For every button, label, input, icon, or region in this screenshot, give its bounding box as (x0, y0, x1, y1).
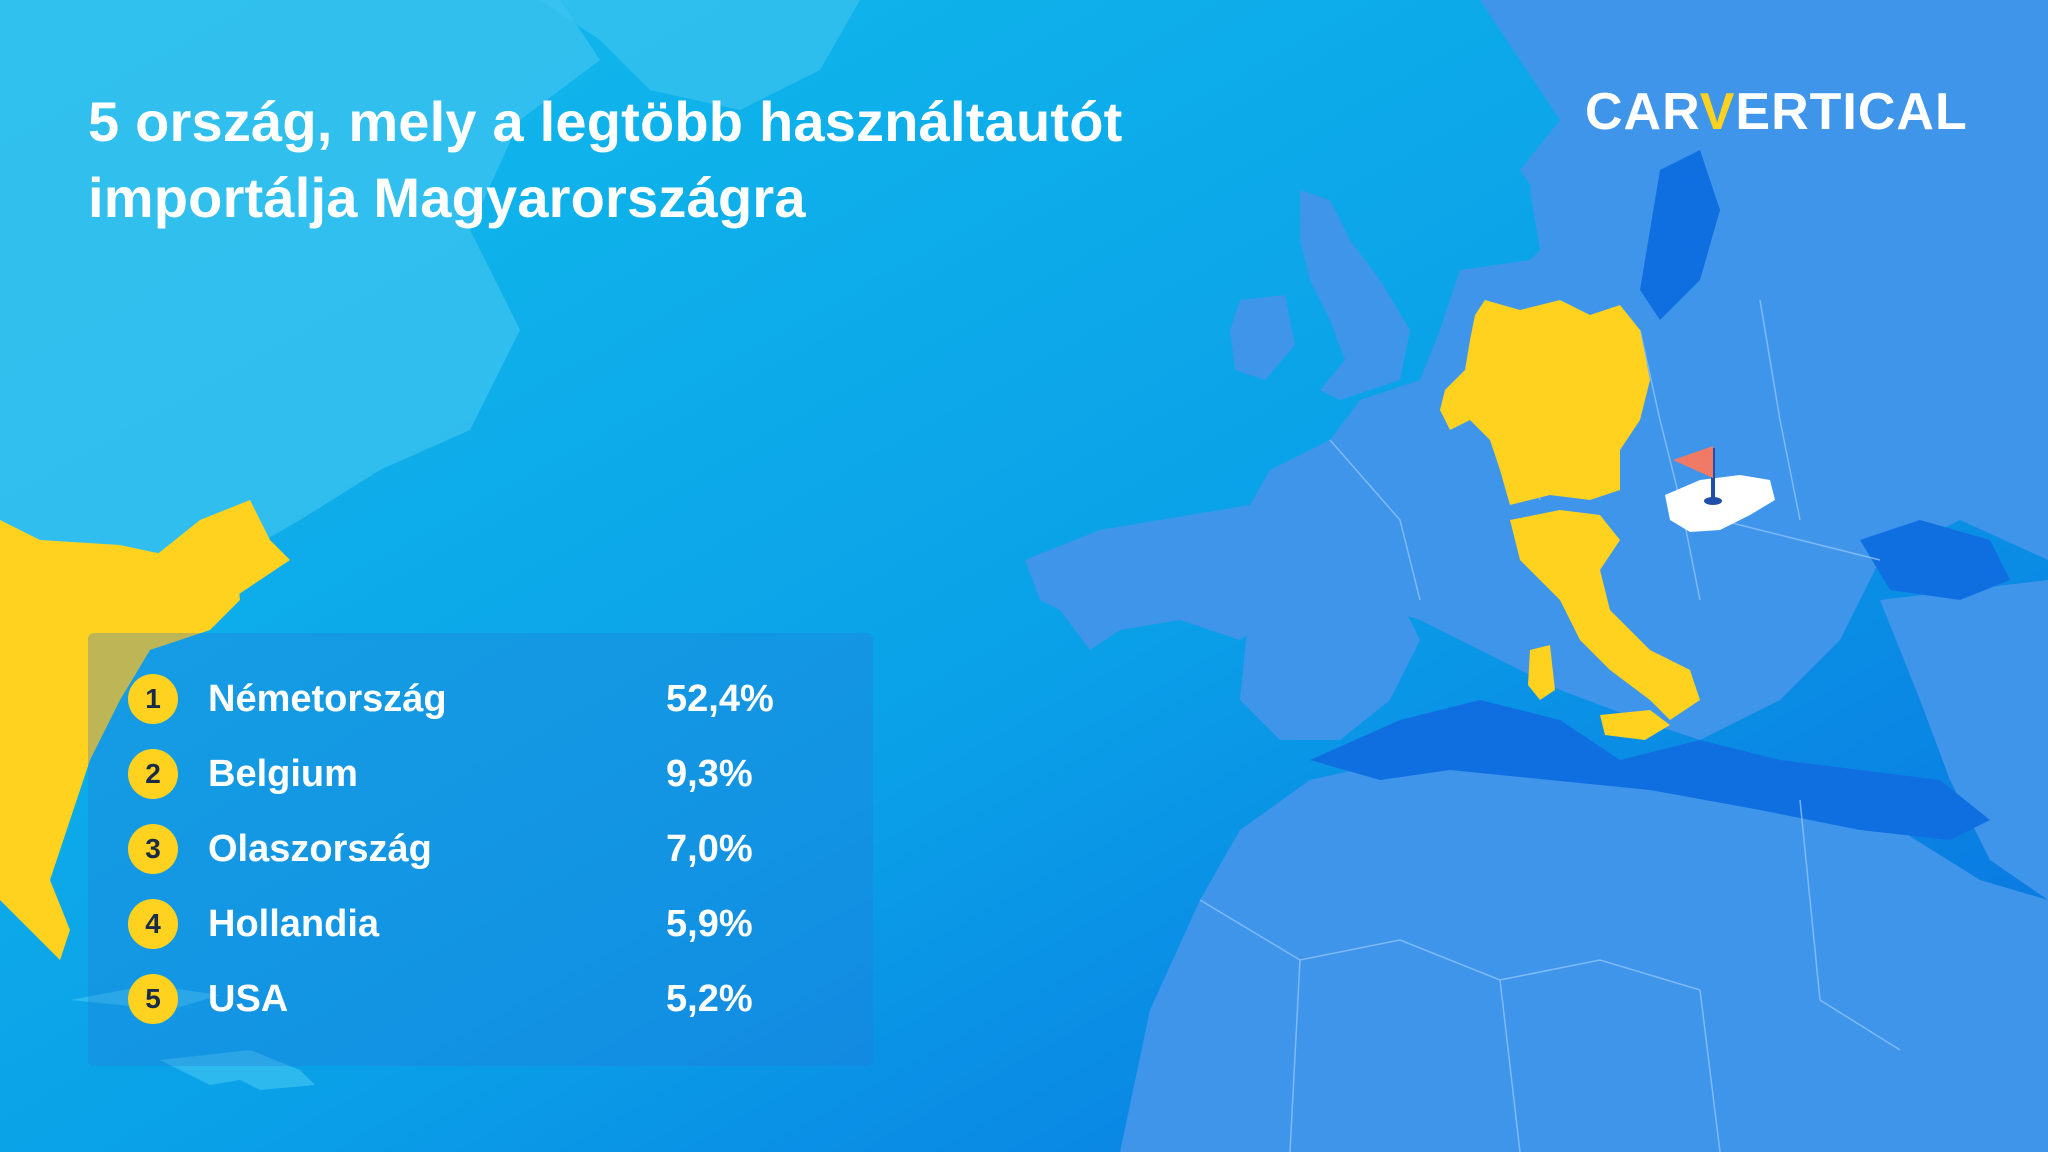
ranking-panel: 1 Németország 52,4% 2 Belgium 9,3% 3 Ola… (88, 633, 873, 1066)
flag-icon (1673, 446, 1713, 478)
country-share: 5,9% (666, 903, 753, 945)
ranking-row: 2 Belgium 9,3% (128, 744, 848, 804)
ranking-row: 3 Olaszország 7,0% (128, 819, 848, 879)
rank-badge: 4 (128, 899, 178, 949)
country-name: USA (208, 978, 289, 1020)
ireland-land (1230, 295, 1295, 380)
logo-text-car: CAR (1585, 83, 1700, 141)
page-title: 5 ország, mely a legtöbb használtautót i… (88, 84, 1388, 236)
country-name: Olaszország (208, 828, 432, 870)
title-line-1: 5 ország, mely a legtöbb használtautót (88, 90, 1123, 153)
logo-text-ertical: ERTICAL (1735, 83, 1968, 141)
ranking-row: 1 Németország 52,4% (128, 669, 848, 729)
black-sea (1860, 520, 2010, 600)
rank-badge: 3 (128, 824, 178, 874)
baltic-sea (1640, 150, 1720, 320)
country-name: Hollandia (208, 903, 380, 945)
mediterranean-sea (1310, 700, 1990, 840)
rank-badge: 5 (128, 974, 178, 1024)
ranking-row: 4 Hollandia 5,9% (128, 894, 848, 954)
rank-badge: 2 (128, 749, 178, 799)
caribbean-islands (70, 985, 315, 1090)
country-name: Németország (208, 678, 447, 720)
country-share: 7,0% (666, 828, 753, 870)
country-name: Belgium (208, 753, 358, 795)
title-line-2: importálja Magyarországra (88, 166, 806, 229)
uk-land (1300, 190, 1410, 400)
north-america-land (0, 0, 600, 640)
ranking-row: 5 USA 5,2% (128, 969, 848, 1029)
scandinavia-land (1480, 0, 1760, 280)
logo-text-v: V (1699, 83, 1736, 141)
italy-highlight (1510, 510, 1700, 720)
usa-highlight (0, 520, 240, 960)
middle-east-land (1880, 580, 2048, 900)
germany-belgium-netherlands-highlight (1440, 300, 1650, 505)
sardinia-highlight (1528, 645, 1555, 700)
sicily-highlight (1600, 710, 1670, 740)
africa-land (1120, 750, 2048, 1152)
carvertical-logo: CARVERTICAL (1585, 82, 1968, 142)
flag-base (1704, 497, 1722, 505)
iberia-land (1240, 580, 1420, 740)
country-share: 9,3% (666, 753, 753, 795)
usa-northeast-highlight (150, 500, 290, 600)
greenland-land (540, 0, 860, 110)
rank-badge: 1 (128, 674, 178, 724)
country-share: 5,2% (666, 978, 753, 1020)
country-share: 52,4% (666, 678, 774, 720)
